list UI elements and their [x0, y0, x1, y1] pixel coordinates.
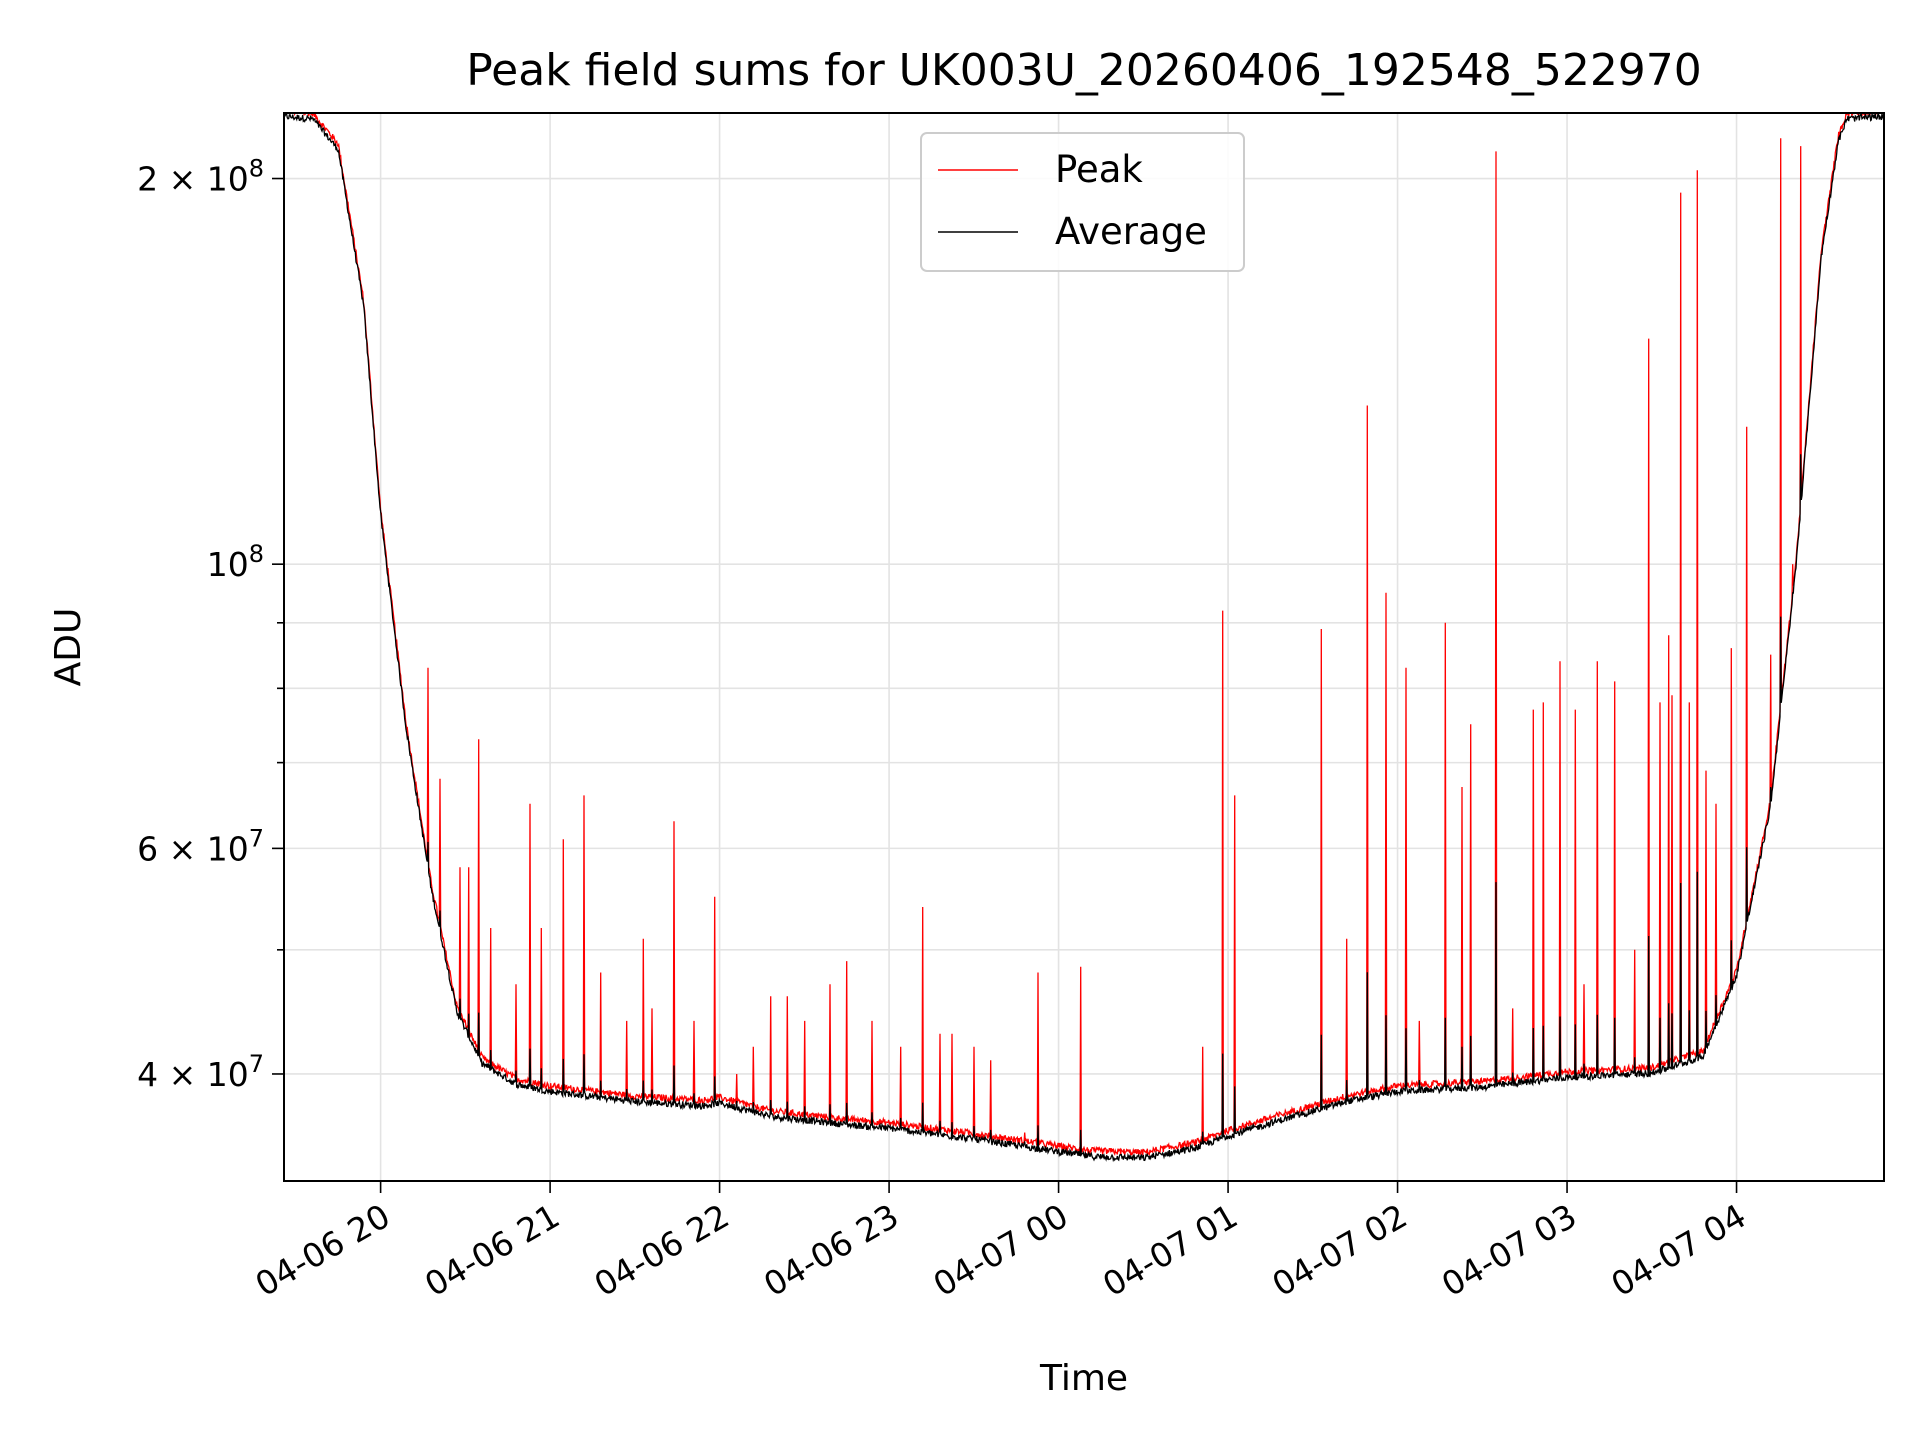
legend: Peak Average	[920, 132, 1245, 272]
plot-frame	[283, 112, 1885, 1182]
y-tick-label-3: 2 × 108	[137, 155, 264, 199]
y-axis: 4 × 107 6 × 107 108 2 × 108	[137, 155, 284, 1094]
legend-label-average: Average	[1055, 210, 1207, 253]
legend-box	[920, 132, 1245, 272]
x-axis-label: Time	[1039, 1358, 1128, 1399]
series-line-average	[284, 113, 1884, 1163]
y-tick-label-1: 6 × 107	[137, 824, 264, 868]
y-axis-label: ADU	[48, 608, 89, 687]
series-layer	[284, 113, 1884, 1163]
series-line-peak	[285, 113, 1882, 1157]
y-tick-label-0: 4 × 107	[137, 1050, 264, 1094]
legend-label-peak: Peak	[1055, 148, 1143, 191]
chart-title: Peak field sums for UK003U_20260406_1925…	[466, 45, 1702, 96]
y-tick-label-2: 108	[207, 540, 264, 584]
